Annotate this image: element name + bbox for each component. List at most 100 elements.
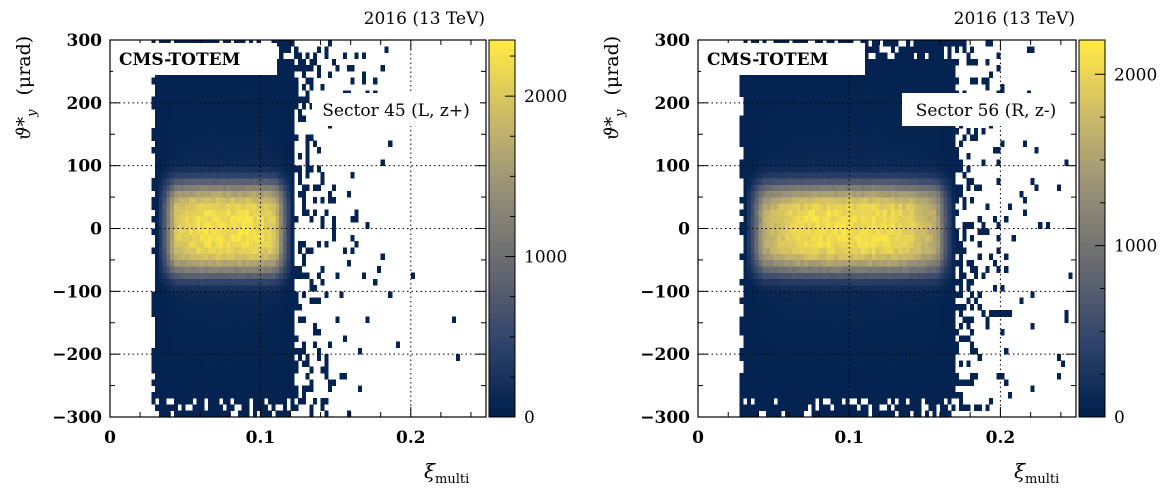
heatmap-cell — [864, 209, 869, 217]
heatmap-cell — [750, 297, 755, 305]
heatmap-cell — [376, 266, 382, 273]
heatmap-cell — [894, 285, 899, 292]
heatmap-cell — [758, 222, 763, 229]
heatmap-cell — [301, 253, 306, 261]
heatmap-cell — [252, 266, 257, 273]
heatmap-cell — [788, 241, 793, 248]
heatmap-cell — [173, 222, 178, 229]
heatmap-cell — [290, 253, 295, 261]
heatmap-cell — [279, 65, 284, 72]
heatmap-cell — [204, 90, 209, 97]
heatmap-cell — [792, 222, 797, 229]
heatmap-cell — [860, 184, 865, 192]
heatmap-cell — [762, 222, 767, 229]
heatmap-cell — [845, 398, 850, 405]
colorbar-segment — [489, 355, 515, 361]
heatmap-cell — [894, 404, 899, 412]
heatmap-cell — [758, 209, 763, 217]
heatmap-cell — [234, 102, 239, 110]
heatmap-cell — [158, 303, 163, 311]
colorbar-segment — [489, 393, 515, 399]
heatmap-cell — [750, 303, 755, 311]
heatmap-cell — [245, 247, 250, 254]
heatmap-cell — [758, 228, 763, 236]
heatmap-cell — [237, 121, 242, 129]
heatmap-cell — [887, 234, 892, 242]
heatmap-cell — [260, 303, 265, 311]
heatmap-cell — [822, 316, 827, 324]
heatmap-cell — [887, 65, 892, 72]
heatmap-cell — [275, 347, 280, 355]
heatmap-cell — [796, 209, 801, 217]
heatmap-cell — [271, 241, 276, 248]
heatmap-cell — [309, 247, 314, 254]
heatmap-cell — [864, 115, 869, 122]
heatmap-cell — [162, 341, 167, 349]
heatmap-cell — [226, 379, 231, 386]
heatmap-cell — [887, 360, 892, 368]
heatmap-cell — [743, 140, 748, 148]
heatmap-cell — [252, 278, 257, 286]
heatmap-cell — [849, 83, 854, 91]
heatmap-cell — [754, 109, 759, 116]
heatmap-cell — [309, 385, 314, 393]
heatmap-cell — [841, 83, 846, 91]
heatmap-cell — [883, 341, 888, 349]
heatmap-cell — [290, 322, 295, 330]
heatmap-cell — [860, 297, 865, 305]
heatmap-cell — [328, 341, 333, 349]
experiment-label-bg — [113, 43, 277, 75]
heatmap-cell — [275, 127, 280, 135]
heatmap-cell — [241, 310, 246, 317]
heatmap-cell — [219, 373, 224, 380]
heatmap-cell — [826, 140, 831, 148]
heatmap-cell — [226, 121, 231, 129]
heatmap-cell — [173, 303, 178, 311]
heatmap-cell — [830, 228, 835, 236]
heatmap-cell — [185, 234, 190, 242]
heatmap-cell — [230, 102, 235, 110]
heatmap-cell — [875, 184, 880, 192]
heatmap-cell — [784, 159, 790, 166]
heatmap-cell — [890, 278, 895, 286]
heatmap-cell — [271, 329, 276, 336]
heatmap-cell — [826, 234, 831, 242]
heatmap-cell — [166, 228, 171, 236]
heatmap-cell — [773, 341, 778, 349]
heatmap-cell — [773, 366, 778, 374]
heatmap-cell — [237, 360, 242, 368]
heatmap-cell — [890, 379, 895, 386]
heatmap-cell — [264, 134, 269, 141]
heatmap-cell — [807, 203, 812, 210]
heatmap-cell — [834, 385, 839, 393]
heatmap-cell — [181, 228, 186, 236]
heatmap-cell — [834, 303, 839, 311]
heatmap-cell — [777, 347, 782, 355]
heatmap-cell — [837, 153, 842, 160]
heatmap-cell — [256, 197, 261, 204]
heatmap-cell — [252, 83, 257, 91]
heatmap-cell — [754, 354, 759, 361]
heatmap-cell — [883, 146, 888, 154]
heatmap-cell — [279, 83, 284, 91]
heatmap-cell — [185, 241, 190, 248]
heatmap-cell — [264, 215, 269, 223]
heatmap-cell — [354, 215, 359, 223]
heatmap-cell — [264, 178, 269, 185]
heatmap-cell — [249, 134, 254, 141]
heatmap-cell — [170, 178, 175, 185]
heatmap-cell — [354, 241, 359, 248]
heatmap-cell — [237, 322, 242, 330]
heatmap-cell — [879, 322, 884, 330]
heatmap-cell — [777, 171, 782, 179]
heatmap-cell — [849, 341, 854, 349]
heatmap-cell — [200, 140, 205, 148]
heatmap-cell — [286, 115, 291, 122]
heatmap-cell — [188, 310, 194, 317]
heatmap-cell — [282, 297, 288, 305]
heatmap-cell — [781, 341, 786, 349]
heatmap-cell — [837, 385, 842, 393]
heatmap-cell — [192, 77, 197, 85]
heatmap-cell — [834, 285, 839, 292]
colorbar-tick-label: 1000 — [524, 248, 567, 268]
